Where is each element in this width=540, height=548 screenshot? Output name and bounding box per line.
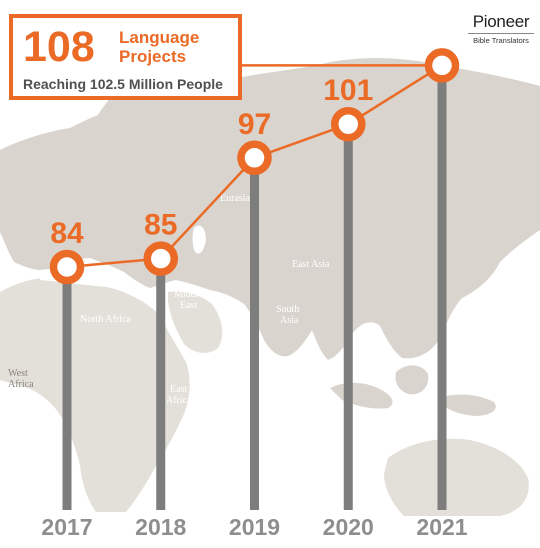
year-pole xyxy=(437,65,447,511)
pioneer-logo: Pioneer Bible Translators xyxy=(466,12,536,52)
year-pole xyxy=(62,267,72,510)
year-pole xyxy=(156,258,166,510)
australia-landmass xyxy=(384,438,529,516)
map-label-east-africa-line1: East xyxy=(170,384,187,395)
data-label: 101 xyxy=(323,74,373,107)
year-tick-label: 2017 xyxy=(41,514,92,540)
map-label-west-africa-line1: West xyxy=(8,368,28,379)
eurasia-landmass xyxy=(0,58,540,360)
logo-name: Pioneer xyxy=(472,12,530,31)
arabia-landmass xyxy=(168,291,223,353)
year-tick-label: 2021 xyxy=(416,514,467,540)
data-label: 97 xyxy=(238,108,271,141)
project-count: 108 xyxy=(23,23,95,71)
africa-landmass xyxy=(0,277,190,512)
map-label-middle-east-line1: Middle xyxy=(174,289,203,300)
data-point-marker xyxy=(49,249,85,285)
year-pole xyxy=(250,157,259,511)
japan-landmass xyxy=(464,212,496,255)
people-reached: Reaching 102.5 Million People xyxy=(23,76,223,92)
map-label-east-asia: East Asia xyxy=(292,259,330,270)
year-tick-label: 2018 xyxy=(135,514,186,540)
map-label-middle-east-line2: East xyxy=(180,300,197,311)
year-tick-label: 2020 xyxy=(323,514,374,540)
project-count-label: Language Projects xyxy=(119,28,200,66)
map-label-eurasia: Eurasia xyxy=(220,193,251,204)
data-label: 85 xyxy=(144,209,177,242)
data-point-marker xyxy=(143,241,178,276)
year-tick-label: 2019 xyxy=(229,514,280,540)
borneo-landmass xyxy=(395,365,429,395)
map-label-north-africa: North Africa xyxy=(80,314,131,325)
data-point-marker xyxy=(237,140,272,176)
caspian-sea xyxy=(192,225,206,254)
data-label: 84 xyxy=(50,217,84,250)
map-label-south-asia-line2: Asia xyxy=(280,315,299,326)
new-guinea-landmass xyxy=(438,394,496,416)
logo-tagline: Bible Translators xyxy=(473,36,529,45)
headline-box: 108 Language Projects Reaching 102.5 Mil… xyxy=(9,14,242,100)
map-label-south-asia-line1: South xyxy=(276,304,299,315)
logo-divider xyxy=(468,33,534,34)
map-label-west-africa-line2: Africa xyxy=(8,379,34,390)
data-point-marker xyxy=(424,48,460,83)
year-pole xyxy=(343,124,353,510)
data-point-marker xyxy=(331,106,366,142)
map-label-east-africa-line2: Africa xyxy=(166,395,192,406)
map-label-pacific-islands: Pacific Islands xyxy=(386,423,445,434)
